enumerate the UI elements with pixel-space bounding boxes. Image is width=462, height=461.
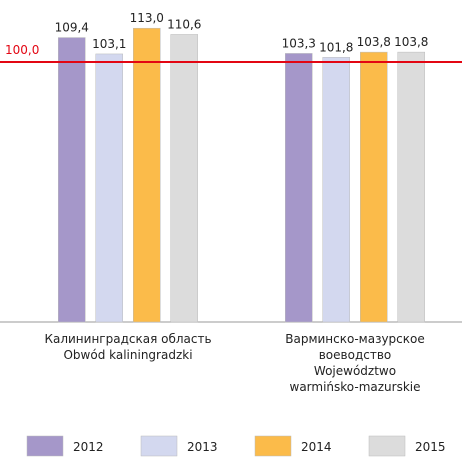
bar: [170, 34, 198, 323]
value-label: 103,8: [357, 35, 391, 49]
value-label: 103,8: [394, 35, 428, 49]
bar: [397, 51, 425, 323]
value-label: 110,6: [167, 17, 201, 31]
value-label: 103,3: [282, 36, 316, 50]
reference-label: 100,0: [5, 43, 39, 57]
bar: [95, 53, 123, 323]
bar: [58, 37, 86, 323]
legend-swatch: [254, 435, 292, 457]
x-tick-label: Калининградская область Obwód kaliningra…: [44, 332, 212, 362]
legend-label: 2013: [187, 440, 218, 454]
x-tick-label: Варминско-мазурское воеводство Województ…: [285, 332, 425, 394]
legend-label: 2015: [415, 440, 446, 454]
value-label: 113,0: [130, 11, 164, 25]
bar: [322, 57, 350, 323]
legend-swatch: [368, 435, 406, 457]
value-label: 101,8: [319, 40, 353, 54]
bar: [133, 27, 161, 323]
bar: [285, 53, 313, 323]
legend-label: 2014: [301, 440, 332, 454]
legend-swatch: [26, 435, 64, 457]
value-label: 109,4: [55, 21, 89, 35]
bar: [360, 51, 388, 323]
value-label: 103,1: [92, 37, 126, 51]
legend-swatch: [140, 435, 178, 457]
legend-label: 2012: [73, 440, 104, 454]
